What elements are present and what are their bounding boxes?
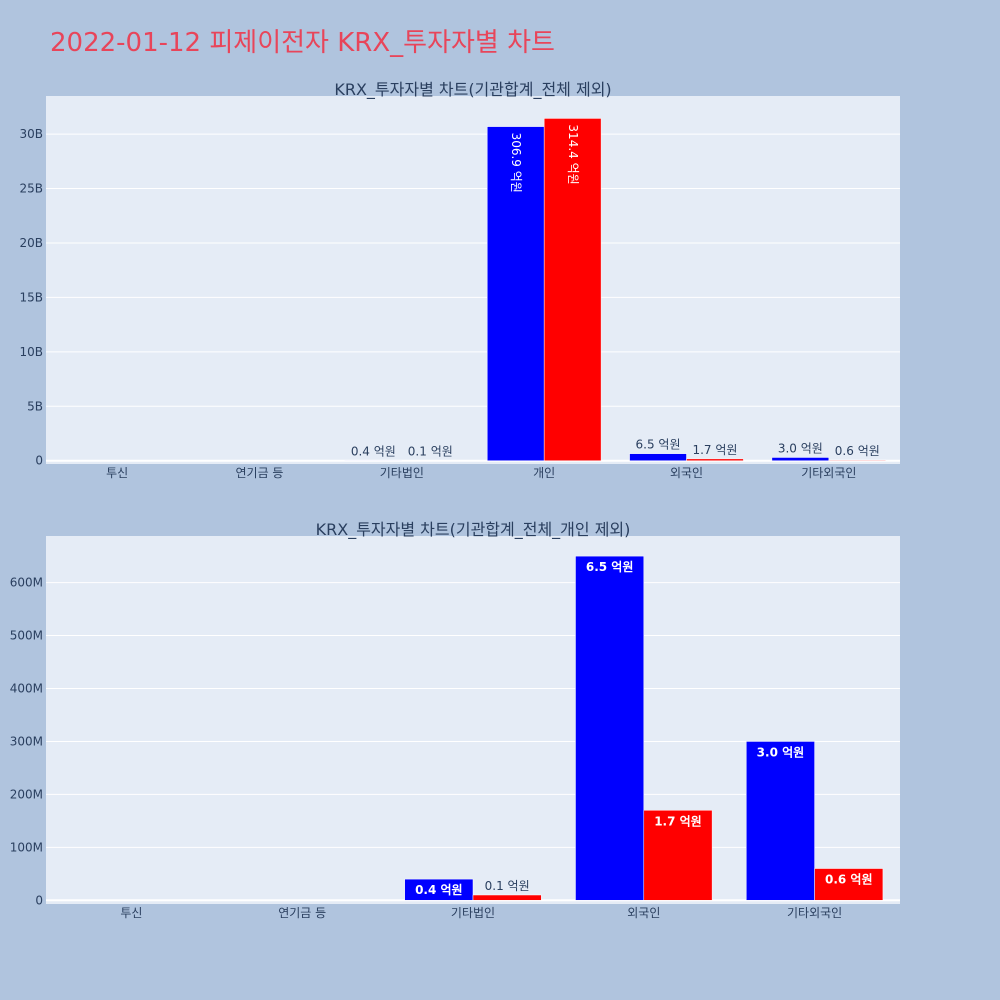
data-label: 1.7 억원 xyxy=(692,443,737,457)
y-tick-label: 400M xyxy=(10,681,43,695)
bar xyxy=(643,810,713,901)
x-tick-label: 외국인 xyxy=(627,906,660,920)
x-tick-label: 연기금 등 xyxy=(278,906,326,920)
bar xyxy=(629,453,687,461)
chart-title-1: KRX_투자자별 차트(기관합계_전체 제외) xyxy=(334,80,611,100)
data-label: 1.7 억원 xyxy=(654,814,702,828)
y-tick-label: 600M xyxy=(10,576,43,590)
x-tick-label: 투신 xyxy=(120,906,142,920)
data-label: 6.5 억원 xyxy=(636,438,681,452)
x-tick-label: 연기금 등 xyxy=(236,466,284,480)
data-label: 6.5 억원 xyxy=(586,560,634,574)
data-label: 0.1 억원 xyxy=(485,879,530,893)
y-tick-label: 0 xyxy=(35,893,43,907)
plot-area-1 xyxy=(46,96,900,464)
data-label: 3.0 억원 xyxy=(757,745,805,759)
data-label: 0.4 억원 xyxy=(415,883,463,897)
data-label: 0.6 억원 xyxy=(835,444,880,458)
y-tick-label: 15B xyxy=(19,290,43,304)
data-label: 0.1 억원 xyxy=(408,445,453,459)
x-tick-label: 기타외국인 xyxy=(787,906,842,920)
x-tick-label: 개인 xyxy=(533,466,555,480)
y-tick-label: 20B xyxy=(19,236,43,250)
data-label: 306.9 억원 xyxy=(509,133,523,193)
bar xyxy=(771,457,830,461)
y-tick-label: 30B xyxy=(19,127,43,141)
bar xyxy=(404,878,474,901)
bar xyxy=(746,741,815,901)
data-label: 314.4 억원 xyxy=(566,124,580,184)
data-label: 0.4 억원 xyxy=(351,444,396,458)
y-tick-label: 100M xyxy=(10,840,43,854)
chart-title-2: KRX_투자자별 차트(기관합계_전체_개인 제외) xyxy=(316,520,631,540)
y-tick-label: 0 xyxy=(35,454,43,468)
y-tick-label: 300M xyxy=(10,734,43,748)
y-tick-label: 500M xyxy=(10,629,43,643)
y-tick-label: 200M xyxy=(10,787,43,801)
x-tick-label: 투신 xyxy=(106,466,128,480)
y-tick-label: 25B xyxy=(19,182,43,196)
data-label: 3.0 억원 xyxy=(778,441,823,455)
x-tick-label: 기타법인 xyxy=(380,466,424,480)
y-tick-label: 5B xyxy=(27,399,43,413)
bar xyxy=(575,555,645,901)
x-tick-label: 외국인 xyxy=(670,466,703,480)
page-title: 2022-01-12 피제이전자 KRX_투자자별 차트 xyxy=(50,28,555,58)
x-tick-label: 기타외국인 xyxy=(801,466,856,480)
bar xyxy=(543,118,602,461)
x-tick-label: 기타법인 xyxy=(451,906,495,920)
bar xyxy=(828,459,887,461)
bar xyxy=(486,126,545,461)
data-label: 0.6 억원 xyxy=(825,873,873,887)
bar xyxy=(686,458,744,461)
y-tick-label: 10B xyxy=(19,345,43,359)
bar xyxy=(472,894,542,901)
bar xyxy=(814,868,884,901)
